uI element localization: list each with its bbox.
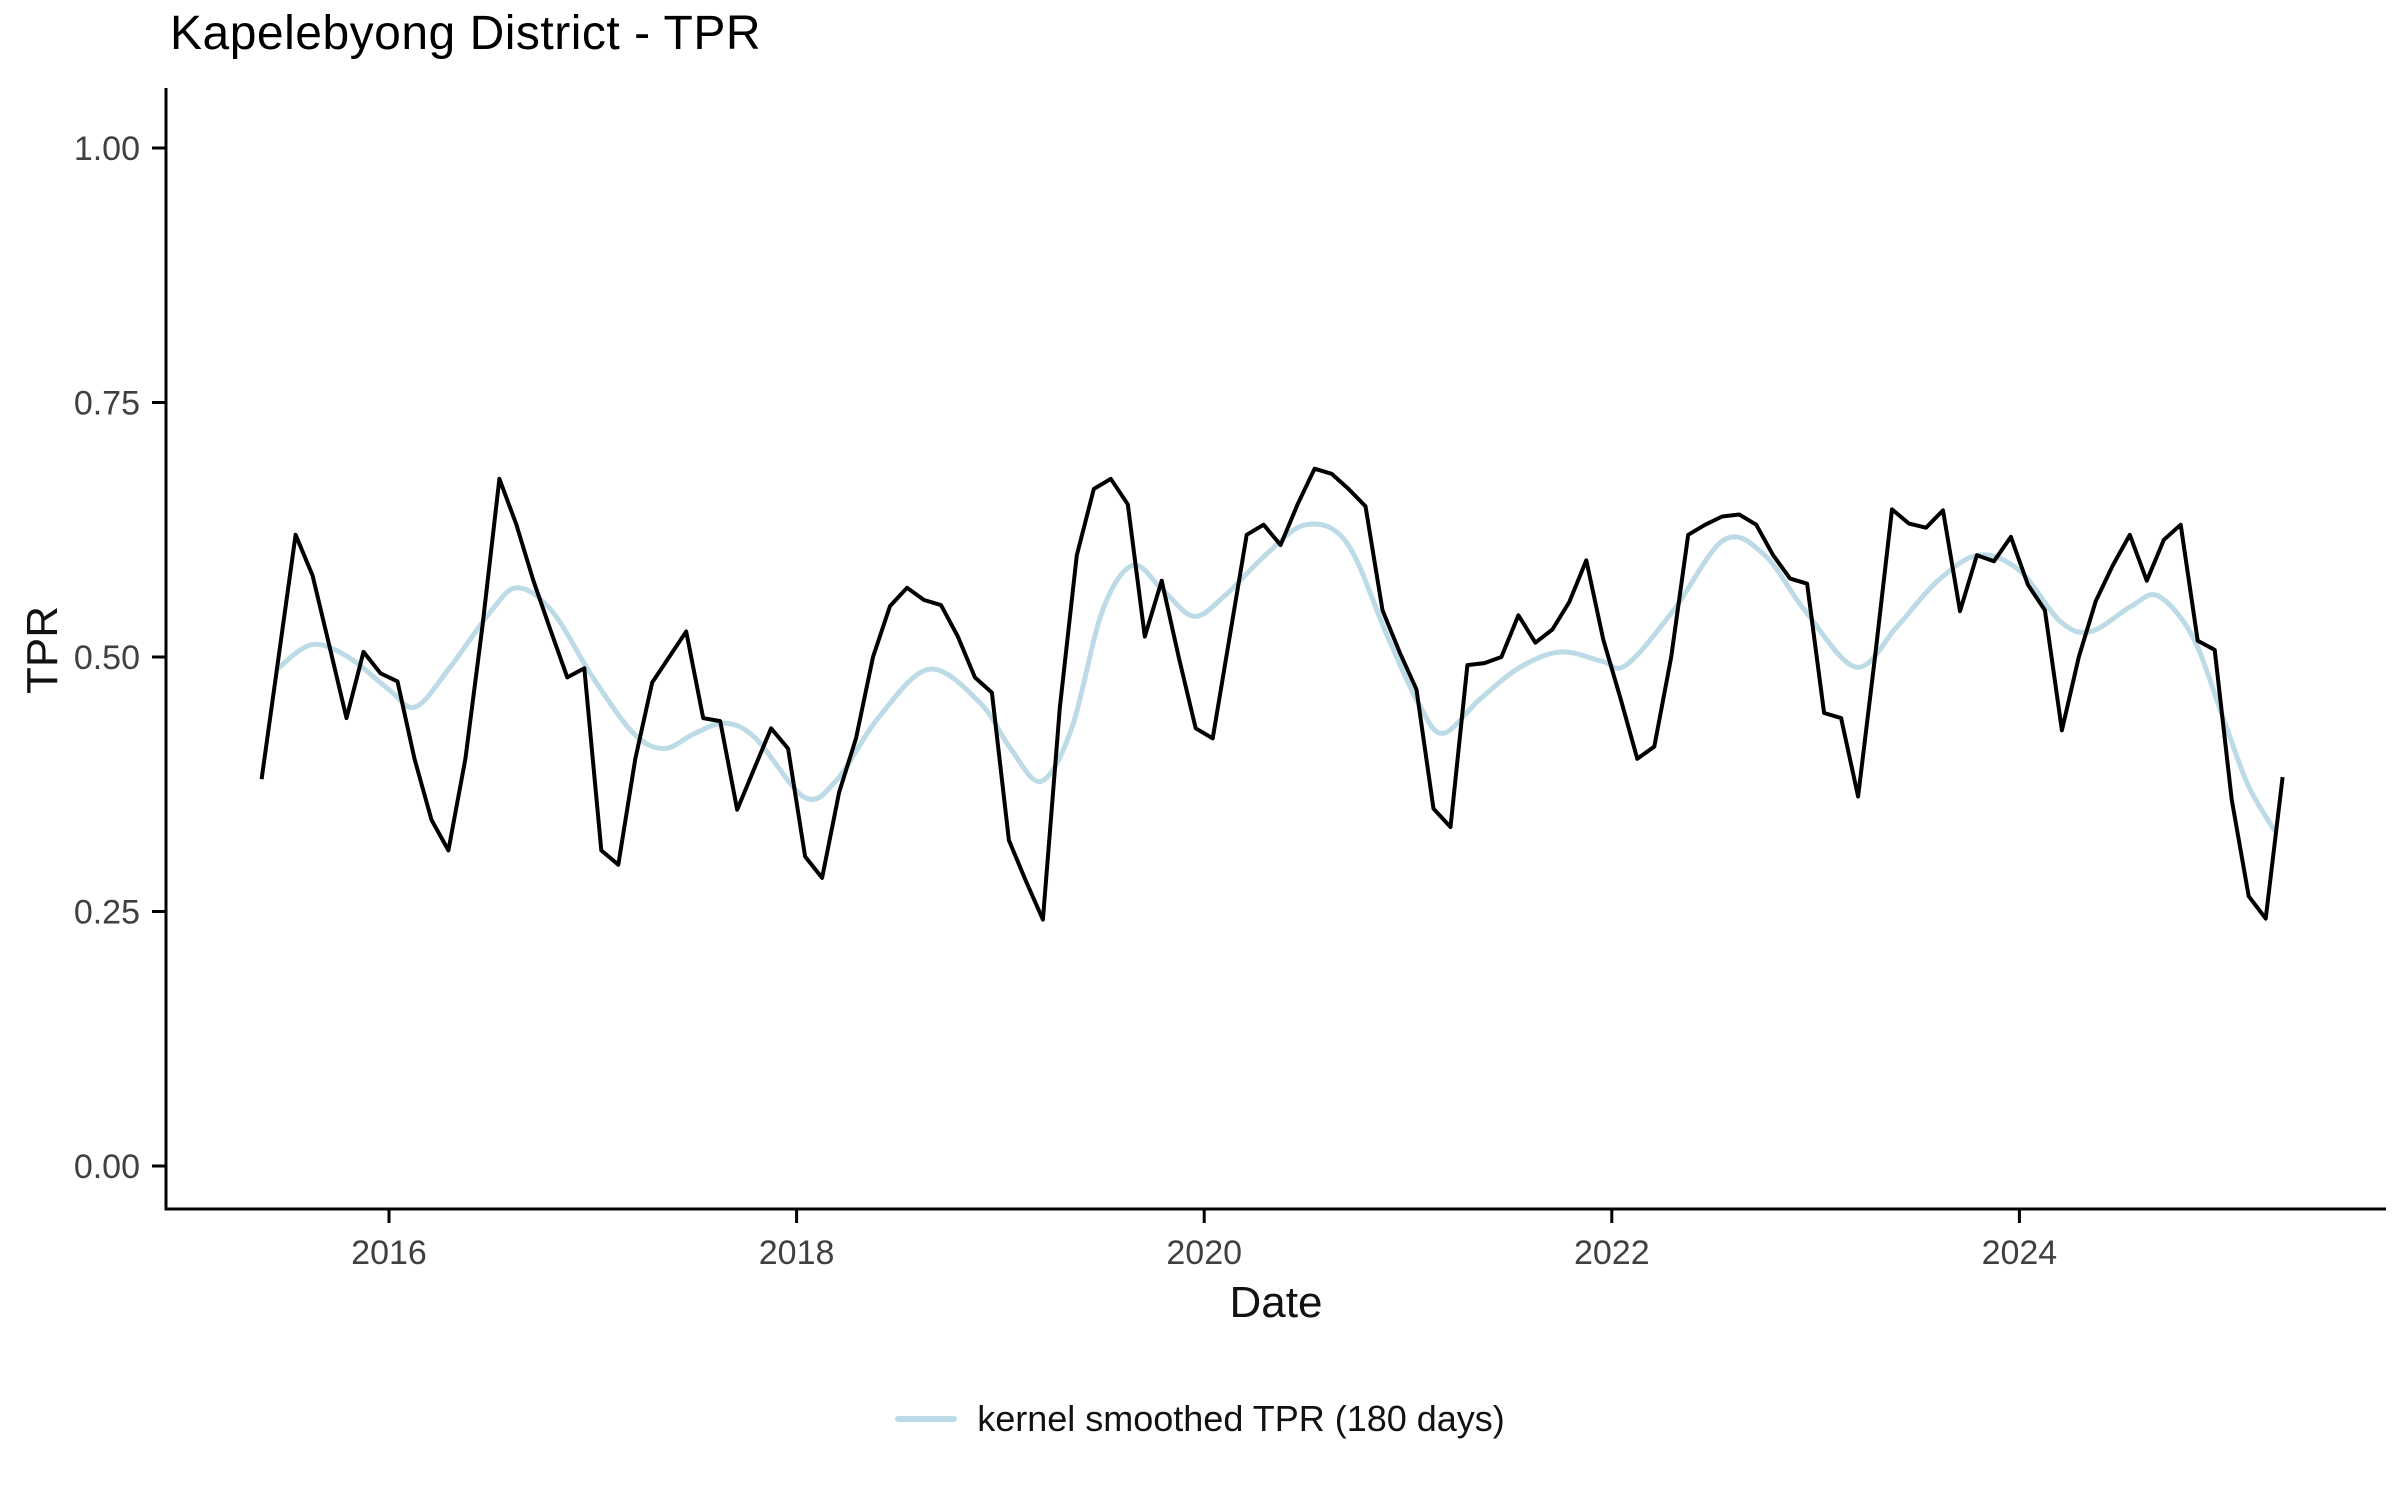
x-tick-label: 2024 xyxy=(1982,1234,2058,1272)
y-axis-title: TPR xyxy=(18,606,67,694)
y-tick-label: 0.75 xyxy=(74,385,140,423)
legend-label: kernel smoothed TPR (180 days) xyxy=(977,1398,1505,1439)
chart-title: Kapelebyong District - TPR xyxy=(170,7,762,60)
x-tick-label: 2018 xyxy=(759,1234,835,1272)
legend-line-swatch-icon xyxy=(895,1416,958,1422)
x-tick-label: 2022 xyxy=(1574,1234,1650,1272)
smoothed-tpr-line xyxy=(274,521,2277,833)
x-tick-label: 2020 xyxy=(1166,1234,1242,1272)
raw-tpr-line xyxy=(259,466,2285,922)
legend: kernel smoothed TPR (180 days) xyxy=(0,1398,2400,1440)
x-tick-label: 2016 xyxy=(351,1234,427,1272)
y-tick-label: 0.50 xyxy=(74,639,140,677)
y-tick-label: 0.00 xyxy=(74,1148,140,1186)
y-tick-label: 1.00 xyxy=(74,130,140,168)
x-axis-title: Date xyxy=(1229,1278,1323,1327)
y-tick-label: 0.25 xyxy=(74,894,140,932)
